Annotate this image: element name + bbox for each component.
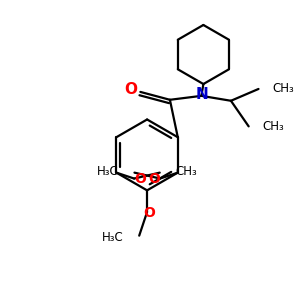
Text: N: N: [196, 87, 209, 102]
Text: H₃C: H₃C: [102, 231, 124, 244]
Text: O: O: [148, 172, 160, 185]
Text: H₃C: H₃C: [97, 165, 119, 178]
Text: CH₃: CH₃: [272, 82, 294, 95]
Text: O: O: [134, 172, 146, 185]
Text: CH₃: CH₃: [262, 120, 284, 133]
Text: O: O: [143, 206, 155, 220]
Text: CH₃: CH₃: [176, 165, 197, 178]
Text: O: O: [124, 82, 137, 98]
